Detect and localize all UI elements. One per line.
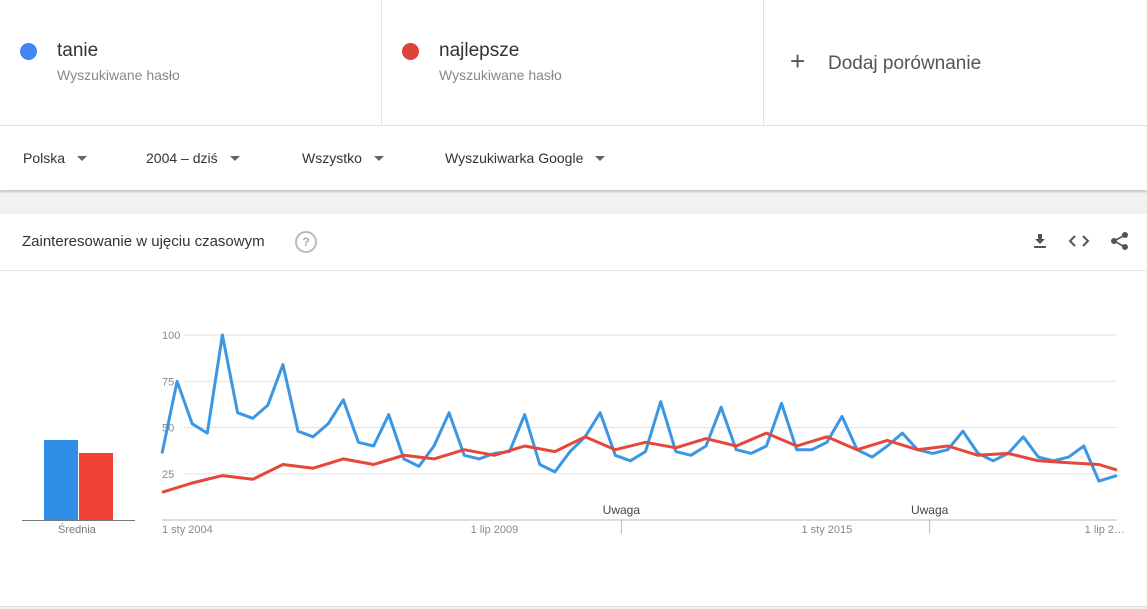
x-tick-label: 1 sty 2015 [801, 524, 852, 536]
term-name[interactable]: tanie [57, 40, 99, 61]
caret-down-icon [373, 155, 384, 161]
caret-down-icon [595, 155, 606, 161]
share-icon[interactable] [1109, 230, 1131, 252]
term-type: Wyszukiwane hasło [57, 67, 180, 83]
category-value: Wszystko [302, 150, 362, 166]
download-icon[interactable] [1029, 230, 1051, 252]
add-comparison-button[interactable]: + Dodaj porównanie [764, 0, 1147, 125]
y-tick-label: 25 [162, 469, 174, 481]
x-tick-label: 1 sty 2004 [162, 524, 213, 536]
average-axis-line [22, 520, 135, 521]
search-source-value: Wyszukiwarka Google [445, 150, 584, 166]
series-color-dot [20, 43, 37, 60]
search-source-dropdown[interactable]: Wyszukiwarka Google [445, 150, 606, 166]
average-bar-najlepsze [79, 453, 113, 520]
card-header: Zainteresowanie w ujęciu czasowym ? [0, 214, 1147, 271]
average-label: Średnia [58, 524, 96, 536]
interest-over-time-card: Zainteresowanie w ujęciu czasowym ? Śred… [0, 214, 1147, 607]
add-comparison-label: Dodaj porównanie [828, 53, 982, 74]
term-card-najlepsze[interactable]: najlepsze Wyszukiwane hasło [382, 0, 764, 125]
region-dropdown[interactable]: Polska [23, 150, 88, 166]
x-tick-label: 1 lip 2… [1085, 524, 1125, 536]
help-icon[interactable]: ? [295, 231, 317, 253]
card-title: Zainteresowanie w ujęciu czasowym [22, 233, 265, 250]
embed-code-icon[interactable] [1068, 230, 1090, 252]
search-terms-bar: tanie Wyszukiwane hasło najlepsze Wyszuk… [0, 0, 1147, 126]
term-name[interactable]: najlepsze [439, 40, 520, 61]
time-range-dropdown[interactable]: 2004 – dziś [146, 150, 240, 166]
region-value: Polska [23, 150, 66, 166]
series-line-tanie [160, 333, 1118, 483]
plus-icon: + [790, 46, 806, 76]
time-range-value: 2004 – dziś [146, 150, 218, 166]
series-color-dot [402, 43, 419, 60]
y-tick-label: 75 [162, 376, 174, 388]
x-tick-label: 1 lip 2009 [471, 524, 519, 536]
term-type: Wyszukiwane hasło [439, 67, 562, 83]
annotation-label: Uwaga [911, 503, 949, 517]
category-dropdown[interactable]: Wszystko [302, 150, 384, 166]
term-card-tanie[interactable]: tanie Wyszukiwane hasło [0, 0, 382, 125]
y-tick-label: 100 [162, 330, 180, 342]
average-bar-tanie [44, 440, 78, 520]
filter-bar: Polska 2004 – dziś Wszystko Wyszukiwarka… [0, 126, 1147, 190]
series-line-najlepsze [161, 431, 1118, 494]
caret-down-icon [77, 155, 88, 161]
annotation-label: Uwaga [603, 503, 641, 517]
caret-down-icon [229, 155, 240, 161]
